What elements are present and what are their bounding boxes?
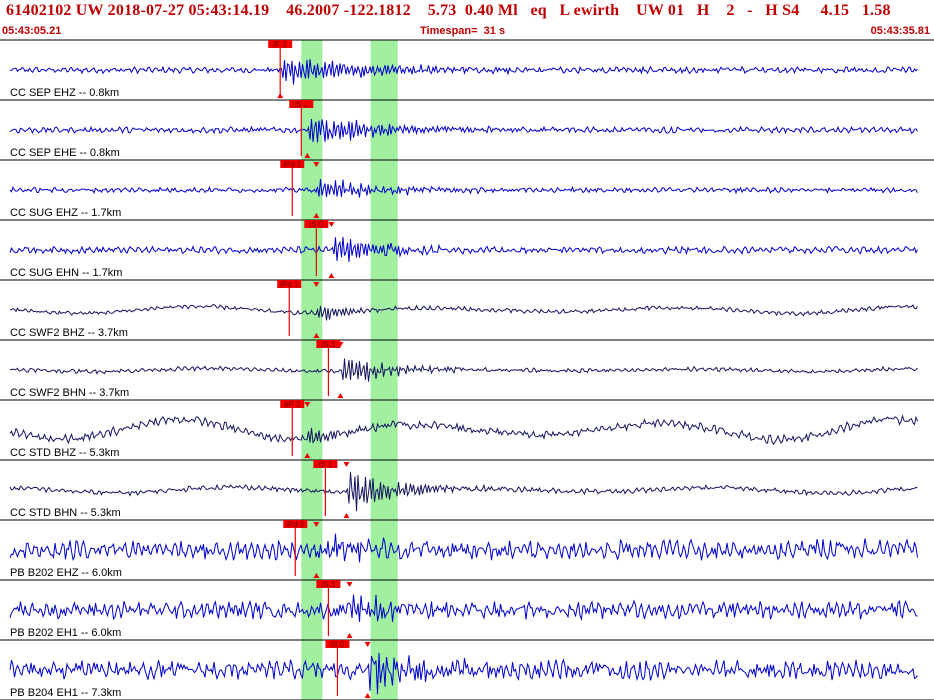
onset-marker-top: [313, 522, 320, 527]
onset-marker-top: [277, 42, 284, 47]
onset-marker-bottom: [346, 633, 353, 638]
phase-pick-label: iPd 1: [280, 280, 299, 289]
phase-pick-label: iS 1: [294, 100, 308, 109]
waveform-trace: [9, 652, 918, 695]
timespan-label: Timespan= 31 s: [420, 25, 506, 37]
station-label: PB B202 EH1 -- 6.0km: [10, 627, 121, 639]
phase-pick-flag: [325, 640, 350, 648]
onset-marker-top: [328, 222, 335, 227]
onset-marker-top: [364, 642, 371, 647]
waveform-trace: [9, 59, 918, 85]
phase-pick-flag: [277, 280, 302, 288]
station-label: CC SUG EHN -- 1.7km: [10, 267, 122, 279]
onset-marker-bottom: [277, 93, 284, 98]
window-end-time: 05:43:35.81: [870, 25, 930, 37]
station-label: CC SEP EHE -- 0.8km: [10, 147, 120, 159]
onset-marker-bottom: [313, 213, 320, 218]
onset-marker-bottom: [313, 333, 320, 338]
phase-pick-label: eP 2: [284, 400, 301, 409]
waveform-trace: [9, 414, 918, 446]
station-label: CC SUG EHZ -- 1.7km: [10, 207, 121, 219]
phase-pick-flag: [316, 580, 341, 588]
onset-marker-top: [337, 342, 344, 347]
phase-pick-label: iPd 1: [283, 160, 302, 169]
window-start-time: 05:43:05.21: [2, 25, 62, 37]
onset-marker-bottom: [337, 393, 344, 398]
phase-pick-flag: [316, 340, 341, 348]
phase-pick-flag: [280, 400, 305, 408]
onset-marker-bottom: [364, 693, 371, 698]
waveform-trace: [10, 303, 918, 321]
phase-pick-flag: [280, 160, 305, 168]
onset-marker-bottom: [313, 573, 320, 578]
onset-marker-bottom: [343, 513, 350, 518]
station-label: CC SWF2 BHN -- 3.7km: [10, 387, 129, 399]
phase-pick-flag: [289, 100, 314, 108]
station-label: PB B202 EHZ -- 6.0km: [10, 567, 122, 579]
waveform-trace: [9, 358, 918, 382]
waveform-trace: [9, 472, 918, 512]
onset-marker-bottom: [304, 153, 311, 158]
station-label: CC SWF2 BHZ -- 3.7km: [10, 327, 128, 339]
onset-marker-bottom: [304, 453, 311, 458]
phase-pick-label: iPd 1: [286, 520, 305, 529]
waveform-trace: [9, 236, 918, 262]
station-label: PB B204 EH1 -- 7.3km: [10, 687, 121, 699]
onset-marker-top: [346, 582, 353, 587]
station-label: CC STD BHN -- 5.3km: [10, 507, 121, 519]
event-summary-title: 61402102 UW 2018-07-27 05:43:14.19 46.20…: [6, 2, 891, 19]
phase-pick-label: iS 1: [318, 460, 332, 469]
onset-marker-bottom: [328, 273, 335, 278]
phase-pick-flag: [304, 220, 329, 228]
station-label: CC SEP EHZ -- 0.8km: [10, 87, 119, 99]
onset-marker-top: [343, 462, 350, 467]
event-header: 61402102 UW 2018-07-27 05:43:14.19 46.20…: [0, 0, 934, 40]
phase-pick-flag: [313, 460, 338, 468]
onset-marker-top: [313, 162, 320, 167]
phase-pick-label: iS 0: [309, 220, 323, 229]
onset-marker-top: [313, 282, 320, 287]
waveform-trace: [9, 118, 918, 143]
phase-pick-label: iS 0: [331, 640, 345, 649]
waveform-trace: [9, 533, 918, 563]
phase-band-1: [301, 40, 323, 700]
phase-pick-label: iS 1: [322, 580, 336, 589]
waveform-trace: [9, 594, 918, 622]
onset-marker-top: [304, 102, 311, 107]
onset-marker-top: [304, 402, 311, 407]
phase-pick-label: iS 1: [322, 340, 336, 349]
phase-pick-flag: [283, 520, 308, 528]
waveform-trace: [9, 179, 918, 198]
station-label: CC STD BHZ -- 5.3km: [10, 447, 119, 459]
